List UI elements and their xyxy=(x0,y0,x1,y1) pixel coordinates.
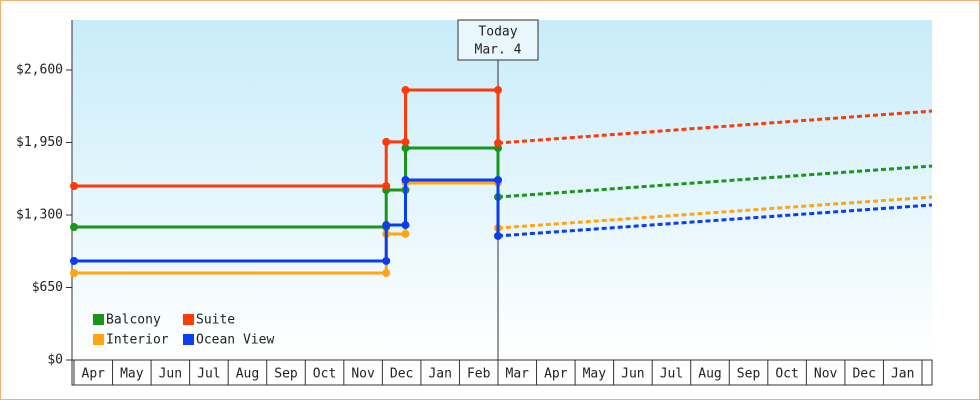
legend-label: Balcony xyxy=(106,313,161,328)
point xyxy=(70,223,78,232)
legend-swatch xyxy=(93,314,104,325)
point xyxy=(401,137,410,146)
x-tick-label: Dec xyxy=(390,367,413,382)
today-label: Today xyxy=(478,25,517,40)
plot-area xyxy=(72,20,932,360)
x-tick-label: Apr xyxy=(544,367,568,382)
point xyxy=(401,86,410,95)
projection-segment xyxy=(497,109,933,145)
x-tick-label: Sep xyxy=(737,367,761,382)
point xyxy=(401,175,410,184)
y-tick-label: $0 xyxy=(47,353,63,368)
x-tick-label: Feb xyxy=(467,367,491,382)
legend-swatch xyxy=(183,334,194,345)
point xyxy=(494,86,502,95)
x-tick-label: Jun xyxy=(159,367,182,382)
point xyxy=(70,256,78,265)
legend-label: Interior xyxy=(106,333,169,348)
y-tick-label: $1,950 xyxy=(16,135,63,150)
today-box xyxy=(457,19,539,61)
point xyxy=(70,181,78,190)
x-tick-label: Aug xyxy=(698,367,721,382)
x-tick-label: Mar xyxy=(506,367,530,382)
point xyxy=(382,181,391,190)
point xyxy=(382,268,391,277)
point xyxy=(494,231,502,240)
point xyxy=(401,229,410,238)
x-tick-label: May xyxy=(583,367,607,382)
projection-segment xyxy=(497,195,933,230)
point xyxy=(382,256,391,265)
x-tick-label: Nov xyxy=(351,367,375,382)
x-tick-label: Oct xyxy=(313,367,336,382)
y-tick-label: $650 xyxy=(32,280,63,295)
today-label: Mar. 4 xyxy=(475,43,522,58)
x-tick-label: Jan xyxy=(891,367,914,382)
legend-swatch xyxy=(183,314,194,325)
x-tick-label: Sep xyxy=(274,367,298,382)
x-tick-label: Jun xyxy=(621,367,644,382)
projection-segment xyxy=(497,164,933,199)
point xyxy=(401,221,410,230)
x-tick-label: Jan xyxy=(428,367,451,382)
point xyxy=(382,221,391,230)
x-axis-band xyxy=(71,359,933,386)
legend-label: Ocean View xyxy=(196,333,274,348)
point xyxy=(401,144,410,153)
legend-swatch xyxy=(93,334,104,345)
x-tick-label: Oct xyxy=(775,367,798,382)
x-tick-label: Jul xyxy=(660,367,683,382)
y-tick-label: $1,300 xyxy=(16,207,63,222)
point xyxy=(494,139,502,148)
x-tick-label: Dec xyxy=(852,367,875,382)
y-tick-label: $2,600 xyxy=(16,62,63,77)
x-tick-label: Nov xyxy=(814,367,838,382)
point xyxy=(382,137,391,146)
legend-label: Suite xyxy=(196,313,235,328)
point xyxy=(70,268,78,277)
projection-segment xyxy=(497,203,933,238)
point xyxy=(494,175,502,184)
x-tick-label: Apr xyxy=(82,367,106,382)
x-tick-label: Jul xyxy=(197,367,220,382)
x-tick-label: Aug xyxy=(236,367,259,382)
x-tick-label: May xyxy=(120,367,144,382)
